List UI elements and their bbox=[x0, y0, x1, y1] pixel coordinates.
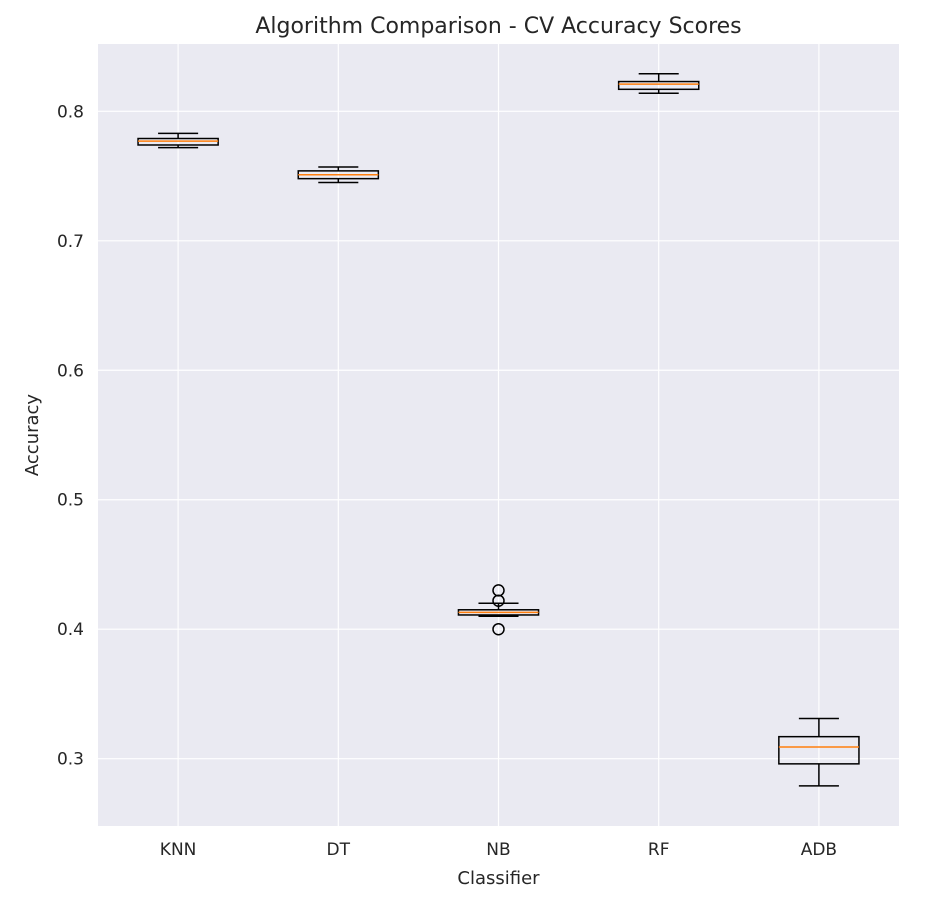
box-nb bbox=[457, 584, 540, 636]
x-axis-label: Classifier bbox=[457, 868, 540, 889]
y-tick-label: 0.4 bbox=[57, 620, 84, 640]
box-series bbox=[137, 73, 860, 787]
box-rf bbox=[617, 73, 700, 94]
box-adb bbox=[778, 717, 860, 787]
box-dt bbox=[297, 166, 380, 184]
y-tick-label: 0.8 bbox=[57, 102, 84, 122]
chart-title: Algorithm Comparison - CV Accuracy Score… bbox=[255, 14, 741, 39]
x-tick-label: ADB bbox=[801, 840, 837, 860]
y-tick-label: 0.7 bbox=[57, 232, 84, 252]
box-body bbox=[617, 80, 700, 91]
x-tick-label: KNN bbox=[160, 840, 197, 860]
x-tick-label: RF bbox=[648, 840, 670, 860]
x-axis-ticks: KNN DT NB RF ADB bbox=[160, 840, 837, 860]
outlier-point bbox=[492, 622, 505, 636]
y-tick-label: 0.3 bbox=[57, 750, 84, 770]
outlier-point bbox=[492, 584, 505, 597]
y-tick-label: 0.6 bbox=[57, 361, 84, 381]
y-axis-label: Accuracy bbox=[22, 394, 43, 477]
x-tick-label: DT bbox=[327, 840, 351, 860]
x-tick-label: NB bbox=[486, 840, 510, 860]
y-axis-ticks: 0.3 0.4 0.5 0.6 0.7 0.8 bbox=[57, 102, 84, 769]
box-knn bbox=[137, 132, 219, 149]
y-tick-label: 0.5 bbox=[57, 491, 84, 511]
box-body bbox=[778, 735, 860, 765]
